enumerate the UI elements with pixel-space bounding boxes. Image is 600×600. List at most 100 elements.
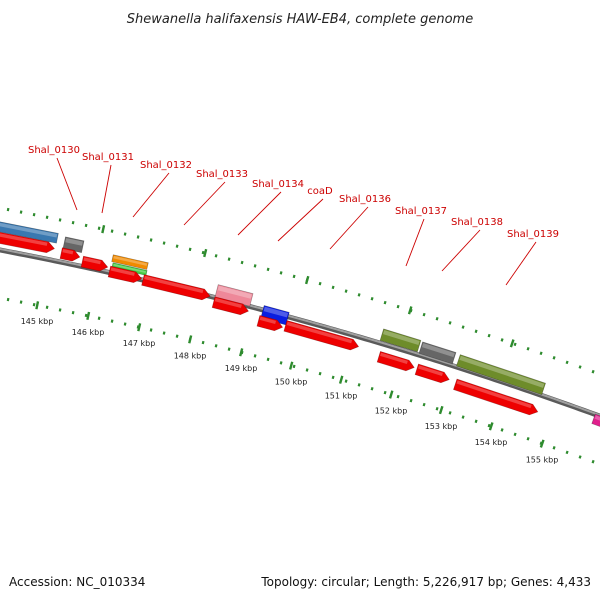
lower-scale-ring-dot — [500, 428, 504, 432]
lower-scale-ring-dot — [370, 387, 374, 391]
lower-scale-ring-dot — [292, 364, 296, 369]
upper-scale-ring-dot — [201, 250, 205, 255]
gene-label: Shal_0136 — [339, 194, 391, 205]
upper-scale-ring-dot — [136, 235, 140, 239]
feature-bar-orange-shine — [113, 255, 148, 266]
upper-scale-ring-dot — [123, 232, 127, 236]
gene-label-leader — [132, 172, 170, 218]
upper-scale-ring-dot — [266, 267, 270, 272]
lower-scale-ring-dot — [279, 361, 283, 365]
upper-scale-ring-dot — [344, 289, 348, 293]
gene-label-leader — [237, 191, 282, 236]
feature-bar-olive — [379, 328, 422, 353]
upper-scale-ring-dot — [71, 220, 75, 225]
upper-scale-ring-dot — [565, 360, 569, 365]
lower-scale-ring-dot — [357, 383, 361, 387]
lower-scale-ring-dot — [45, 305, 49, 309]
lower-major-tick — [488, 422, 494, 431]
cds-arrow — [141, 274, 211, 301]
upper-scale-ring-dot — [318, 281, 322, 286]
cds-arrow-shine — [0, 232, 48, 246]
kbp-label: 155 kbp — [526, 456, 559, 465]
upper-scale-ring-dot — [253, 264, 257, 268]
upper-major-tick — [203, 248, 208, 258]
lower-scale-ring-dot — [591, 459, 595, 464]
upper-scale-ring-dot — [500, 338, 504, 342]
lower-scale-ring-dot — [383, 390, 387, 395]
upper-scale-ring-dot — [84, 223, 88, 228]
feature-bar-olive-long-shine — [459, 355, 545, 388]
feature-bar-orange — [111, 254, 149, 270]
upper-scale-ring-dot — [591, 369, 595, 374]
cds-arrow — [107, 265, 143, 283]
cds-arrow-shine — [380, 352, 408, 365]
map-title: Shewanella halifaxensis HAW-EB4, complet… — [127, 12, 473, 27]
kbp-label: 153 kbp — [425, 422, 458, 431]
lower-scale-ring-dot — [19, 300, 23, 304]
lower-major-tick — [86, 311, 91, 321]
lower-scale-ring-dot — [253, 354, 257, 358]
lower-scale-ring-dot — [344, 379, 348, 383]
upper-scale-ring-dot — [331, 285, 335, 290]
upper-scale-ring-dot — [448, 321, 452, 325]
upper-scale-ring-dot — [474, 329, 478, 334]
gene-label: Shal_0130 — [28, 145, 80, 156]
lower-scale-ring-dot — [227, 347, 231, 351]
cds-arrow — [453, 378, 539, 416]
lower-scale-ring-dot — [175, 334, 179, 338]
upper-scale-ring-dot — [578, 365, 582, 369]
upper-scale-ring-dot — [32, 212, 36, 217]
kbp-label: 147 kbp — [123, 339, 156, 348]
lower-scale-ring-dot — [318, 371, 322, 376]
kbp-label: 151 kbp — [325, 392, 358, 401]
gene-label: Shal_0134 — [252, 179, 304, 190]
upper-major-tick — [509, 339, 515, 348]
lower-scale-ring-dot — [162, 331, 166, 335]
feature-bar-royal-shine — [263, 306, 289, 318]
lower-scale-ring-dot — [331, 375, 335, 380]
lower-scale-ring-dot — [409, 398, 413, 403]
gene-label-leader — [183, 181, 226, 226]
upper-major-tick — [407, 306, 413, 315]
cds-arrow-shine — [286, 321, 353, 344]
gene-label: Shal_0137 — [395, 206, 447, 217]
upper-scale-ring-dot — [19, 210, 23, 214]
upper-major-tick — [304, 275, 310, 285]
cds-arrow-shine — [259, 316, 277, 325]
cds-arrow — [59, 247, 81, 262]
upper-scale-ring-dot — [357, 293, 361, 297]
upper-scale-ring-dot — [45, 215, 49, 219]
gene-label-leader — [329, 206, 369, 250]
cds-arrow — [211, 296, 249, 316]
upper-major-tick — [101, 224, 106, 234]
kbp-label: 152 kbp — [375, 406, 408, 415]
lower-scale-ring-dot — [266, 357, 270, 362]
cds-arrow — [80, 255, 109, 272]
kbp-label: 145 kbp — [21, 317, 54, 326]
feature-bar-blue-shine — [0, 222, 58, 238]
upper-scale-ring-dot — [240, 260, 244, 265]
lower-scale-ring-dot — [474, 419, 478, 424]
feature-bar-grey — [418, 341, 457, 365]
gene-label: Shal_0133 — [196, 169, 248, 180]
lower-scale-ring-dot — [32, 302, 36, 307]
lower-scale-ring-dot — [214, 344, 218, 348]
upper-scale-ring-dot — [292, 274, 296, 279]
lower-scale-ring-dot — [448, 411, 452, 415]
upper-scale-ring-dot — [214, 254, 218, 258]
gene-label: coaD — [307, 186, 333, 197]
lower-scale-ring-dot — [110, 319, 114, 323]
lower-scale-ring-dot — [149, 328, 153, 332]
cds-arrow — [256, 315, 284, 332]
lower-scale-ring-dot — [123, 322, 127, 326]
lower-scale-ring-dot — [97, 316, 101, 320]
lower-scale-ring-dot — [6, 297, 10, 302]
upper-scale-ring-dot — [396, 304, 400, 309]
feature-bar-olive-shine — [383, 330, 420, 346]
upper-scale-ring-dot — [175, 244, 179, 248]
lower-scale-ring-dot — [461, 415, 465, 419]
gene-label: Shal_0132 — [140, 160, 192, 171]
genome-summary-text: Topology: circular; Length: 5,226,917 bp… — [260, 575, 591, 589]
upper-scale-ring-dot — [227, 257, 231, 261]
kbp-label: 146 kbp — [72, 328, 105, 337]
